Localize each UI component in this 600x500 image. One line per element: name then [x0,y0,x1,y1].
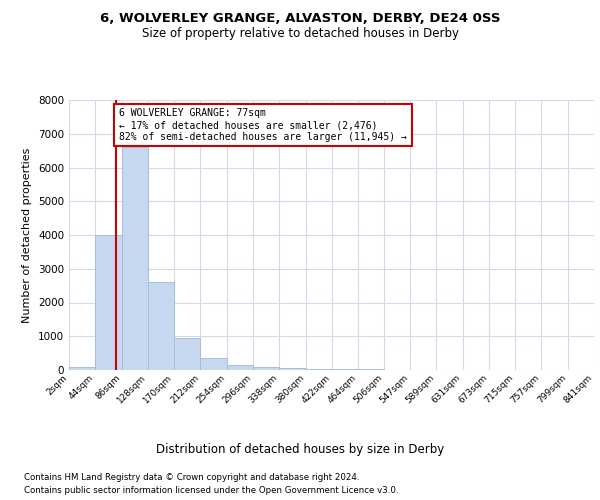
Bar [148,282,174,370]
Bar [174,338,200,370]
Bar [279,368,305,370]
Bar [95,235,122,370]
Bar [200,358,227,370]
Text: 6 WOLVERLEY GRANGE: 77sqm
← 17% of detached houses are smaller (2,476)
82% of se: 6 WOLVERLEY GRANGE: 77sqm ← 17% of detac… [119,108,407,142]
Bar [253,368,279,370]
Bar [69,366,95,370]
Text: Contains public sector information licensed under the Open Government Licence v3: Contains public sector information licen… [24,486,398,495]
Bar [305,369,332,370]
Text: Size of property relative to detached houses in Derby: Size of property relative to detached ho… [142,28,458,40]
Bar [227,365,253,370]
Bar [122,147,148,370]
Y-axis label: Number of detached properties: Number of detached properties [22,148,32,322]
Text: Distribution of detached houses by size in Derby: Distribution of detached houses by size … [156,442,444,456]
Text: 6, WOLVERLEY GRANGE, ALVASTON, DERBY, DE24 0SS: 6, WOLVERLEY GRANGE, ALVASTON, DERBY, DE… [100,12,500,26]
Text: Contains HM Land Registry data © Crown copyright and database right 2024.: Contains HM Land Registry data © Crown c… [24,472,359,482]
